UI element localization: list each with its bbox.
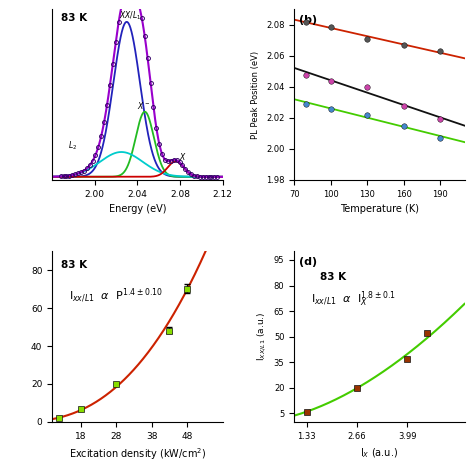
Text: 83 K: 83 K (61, 13, 87, 23)
Text: $\mathrm{I}_{xx/L1}$  $\alpha$  $\mathrm{P}^{1.4\pm0.10}$: $\mathrm{I}_{xx/L1}$ $\alpha$ $\mathrm{P… (69, 286, 163, 305)
Text: $XX/L_1$: $XX/L_1$ (119, 10, 142, 22)
Text: 83 K: 83 K (319, 272, 346, 282)
Text: $X$: $X$ (179, 151, 187, 162)
Text: (b): (b) (299, 15, 318, 25)
X-axis label: I$_{X}$ (a.u.): I$_{X}$ (a.u.) (360, 446, 398, 460)
Y-axis label: PL Peak Position (eV): PL Peak Position (eV) (251, 51, 260, 139)
X-axis label: Excitation density (kW/cm$^{2}$): Excitation density (kW/cm$^{2}$) (69, 446, 206, 462)
Text: 83 K: 83 K (61, 260, 87, 270)
Y-axis label: I$_{XX/L1}$ (a.u.): I$_{XX/L1}$ (a.u.) (255, 312, 268, 361)
Text: $X^-$: $X^-$ (137, 100, 151, 110)
X-axis label: Temperature (K): Temperature (K) (340, 204, 419, 214)
Text: $L_2$: $L_2$ (68, 140, 77, 153)
Text: (d): (d) (299, 256, 318, 266)
Text: $\mathrm{I}_{xx/L1}$  $\alpha$  $\mathrm{I}_{X}^{1.8\pm0.1}$: $\mathrm{I}_{xx/L1}$ $\alpha$ $\mathrm{I… (311, 289, 396, 309)
X-axis label: Energy (eV): Energy (eV) (109, 204, 166, 214)
